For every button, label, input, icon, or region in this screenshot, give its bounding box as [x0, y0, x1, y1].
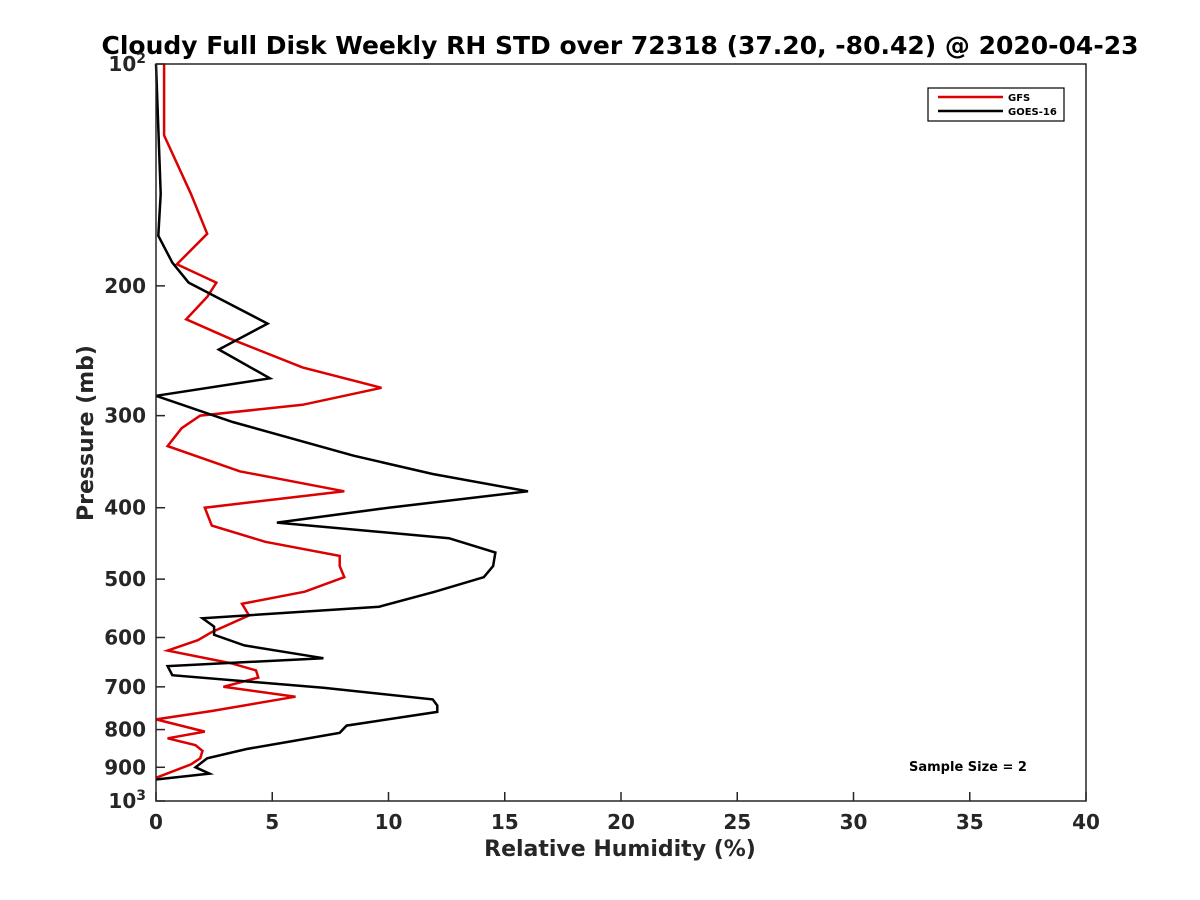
x-tick-label: 25	[723, 810, 751, 834]
y-tick-label: 500	[104, 567, 146, 591]
axis-layer	[155, 63, 1087, 802]
y-axis-label: Pressure (mb)	[74, 345, 99, 521]
x-tick-labels: 0 5 10 15 20 25 30 35 40	[149, 810, 1100, 834]
y-tick-label: 300	[104, 404, 146, 428]
legend: GFS GOES-16	[927, 87, 1065, 122]
y-tick-label: 800	[104, 718, 146, 742]
legend-box	[927, 87, 1065, 122]
y-tick-label: 900	[104, 755, 146, 779]
y-tick-label: 400	[104, 496, 146, 520]
x-tick-label: 0	[149, 810, 163, 834]
chart-title: Cloudy Full Disk Weekly RH STD over 7231…	[101, 31, 1138, 60]
y-tick-label: 700	[104, 675, 146, 699]
x-tick-label: 5	[265, 810, 279, 834]
series-line-goes16	[154, 63, 529, 781]
legend-gfs-label: GFS	[1008, 93, 1030, 104]
x-tick-label: 10	[375, 810, 403, 834]
x-tick-label: 15	[491, 810, 519, 834]
y-tick-label: 600	[104, 625, 146, 649]
legend-goes16-label: GOES-16	[1008, 107, 1057, 118]
x-tick-label: 35	[956, 810, 984, 834]
x-axis-label: Relative Humidity (%)	[484, 837, 756, 862]
y-tick-label: 103	[108, 788, 146, 813]
x-tick-label: 40	[1072, 810, 1100, 834]
y-tick-label: 102	[108, 51, 146, 76]
y-tick-label: 200	[104, 274, 146, 298]
x-tick-label: 30	[840, 810, 868, 834]
sample-size-annotation: Sample Size = 2	[909, 760, 1027, 775]
x-tick-label: 20	[607, 810, 635, 834]
y-tick-labels: 102 200 300 400 500 600 700 800 900 103	[104, 51, 146, 813]
